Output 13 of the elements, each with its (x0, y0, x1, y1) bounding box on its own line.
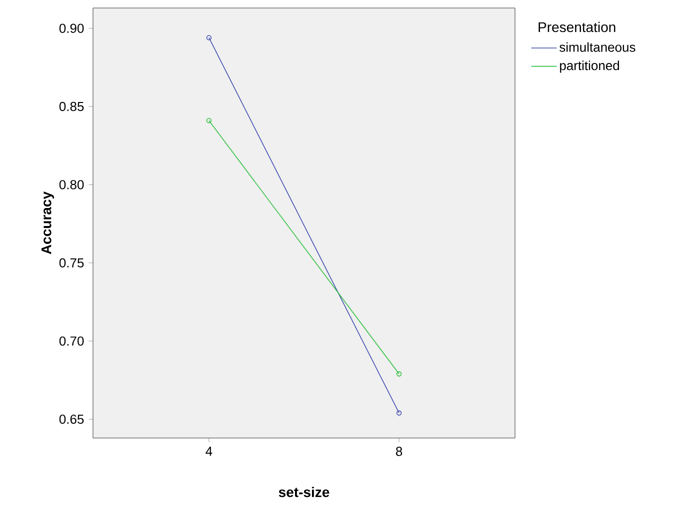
x-tick-label: 8 (396, 446, 402, 456)
y-tick-label: 0.85 (59, 102, 84, 112)
legend-label: simultaneous (560, 42, 636, 52)
legend-title: Presentation (538, 22, 616, 32)
y-tick-label: 0.90 (59, 24, 84, 33)
x-axis-title: set-size (278, 486, 330, 498)
y-tick-label: 0.75 (59, 258, 84, 268)
y-tick-label: 0.70 (59, 336, 84, 346)
y-tick-label: 0.80 (59, 180, 84, 190)
legend-label: partitioned (560, 60, 620, 73)
y-axis-title: Accuracy (42, 192, 54, 254)
x-tick-label: 4 (206, 446, 212, 456)
y-tick-label: 0.65 (59, 414, 84, 424)
